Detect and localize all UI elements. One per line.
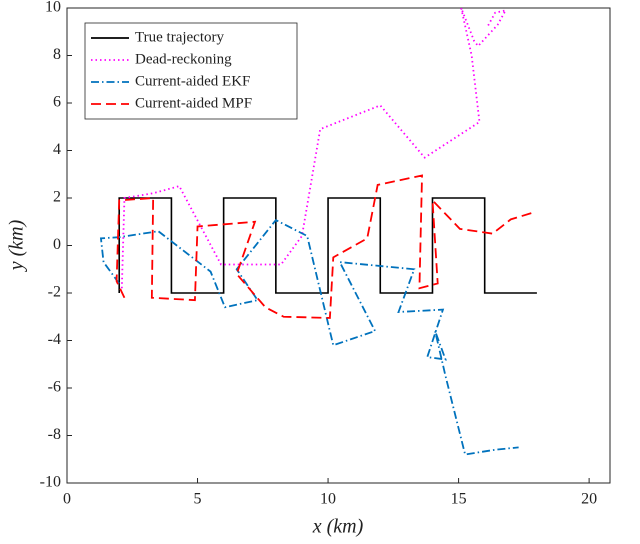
y-tick-label: 8 (53, 46, 61, 63)
x-tick-label: 5 (194, 491, 202, 508)
lines (99, 8, 537, 456)
series-line (99, 218, 519, 456)
y-axis-label: y (km) (6, 219, 28, 272)
x-tick-label: 15 (451, 491, 467, 508)
x-tick-label: 10 (320, 491, 336, 508)
y-tick-label: 6 (53, 94, 61, 111)
x-tick-label: 0 (63, 491, 71, 508)
legend-box (84, 22, 298, 120)
series-line (120, 8, 508, 289)
series-line (115, 174, 535, 319)
x-tick-label: 20 (581, 491, 597, 508)
y-tick-label: -2 (48, 284, 61, 301)
y-tick-label: 10 (45, 0, 61, 16)
legend-label: True trajectory (135, 29, 225, 45)
y-tick-label: 4 (53, 141, 61, 158)
x-axis-label: x (km) (312, 516, 364, 538)
y-tick-label: 2 (53, 189, 61, 206)
legend-label: Current-aided MPF (135, 95, 252, 111)
y-tick-label: -4 (48, 331, 61, 348)
legend-label: Current-aided EKF (135, 73, 250, 89)
y-tick-label: 0 (53, 236, 61, 253)
y-tick-label: -8 (48, 426, 61, 443)
series-line (118, 197, 537, 294)
legend-label: Dead-reckoning (135, 51, 232, 67)
y-tick-label: -10 (40, 474, 61, 491)
y-tick-label: -6 (48, 379, 61, 396)
